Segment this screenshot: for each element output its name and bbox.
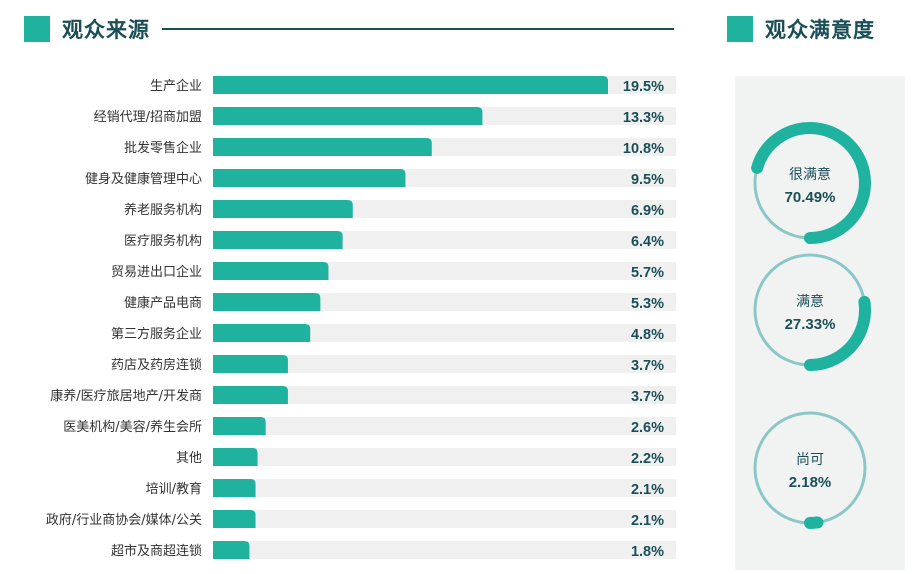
bar-track	[213, 448, 676, 466]
category-label: 批发零售企业	[124, 140, 202, 156]
value-label: 13.3%	[623, 110, 664, 126]
value-label: 19.5%	[623, 79, 664, 95]
value-label: 2.6%	[631, 420, 664, 436]
value-label: 9.5%	[631, 172, 664, 188]
category-label: 药店及药房连锁	[111, 357, 202, 373]
value-label: 2.1%	[631, 513, 664, 529]
donut-value-label: 2.18%	[789, 474, 832, 491]
donut-value-label: 27.33%	[785, 316, 836, 333]
value-label: 5.7%	[631, 265, 664, 281]
bar-track	[213, 355, 676, 373]
bar	[213, 324, 311, 342]
audience-satisfaction-title: 观众满意度	[765, 18, 875, 42]
bar	[213, 76, 608, 94]
value-label: 1.8%	[631, 544, 664, 560]
value-label: 2.2%	[631, 451, 664, 467]
header-square-icon	[24, 16, 50, 42]
category-label: 健身及健康管理中心	[85, 171, 202, 187]
category-label: 贸易进出口企业	[111, 264, 202, 280]
bar	[213, 169, 406, 187]
bar-track	[213, 541, 676, 559]
bar-track	[213, 293, 676, 311]
audience-source-bar-chart: 生产企业 19.5% 经销代理/招商加盟 13.3% 批发零售企业 10.8% 健身及健康管…	[46, 76, 676, 560]
satisfaction-panel: 很满意 70.49% 满意 27.33% 尚可 2.18%	[735, 76, 905, 570]
category-label: 健康产品电商	[124, 295, 202, 311]
header-square-icon	[727, 16, 753, 42]
bar-track	[213, 510, 676, 528]
donut-arc	[749, 122, 871, 244]
donut-category-label: 很满意	[789, 166, 831, 183]
donut-ring	[753, 411, 867, 525]
value-label: 5.3%	[631, 296, 664, 312]
bar-track	[213, 417, 676, 435]
category-label: 第三方服务企业	[111, 326, 202, 342]
category-label: 超市及商超连锁	[111, 543, 202, 559]
bar-track	[213, 479, 676, 497]
value-label: 6.9%	[631, 203, 664, 219]
bar-track	[213, 324, 676, 342]
bar	[213, 262, 329, 280]
bar-track	[213, 386, 676, 404]
category-label: 政府/行业商协会/媒体/公关	[46, 513, 202, 528]
category-label: 其他	[176, 451, 202, 466]
bar	[213, 479, 256, 497]
bar	[213, 355, 288, 373]
audience-satisfaction-header: 观众满意度	[727, 14, 914, 44]
donut-arc	[749, 407, 871, 529]
donut-category-label: 尚可	[796, 452, 824, 468]
value-label: 6.4%	[631, 234, 664, 250]
bar	[213, 541, 250, 559]
value-label: 3.7%	[631, 389, 664, 405]
value-label: 3.7%	[631, 358, 664, 374]
category-label: 医疗服务机构	[124, 233, 202, 249]
value-label: 4.8%	[631, 327, 664, 343]
donut-category-label: 满意	[796, 293, 824, 310]
audience-source-title: 观众来源	[62, 18, 150, 42]
category-label: 生产企业	[150, 78, 202, 94]
donut-arc	[749, 249, 871, 371]
bar	[213, 293, 321, 311]
category-label: 医美机构/美容/养生会所	[63, 419, 202, 435]
bar	[213, 138, 432, 156]
bar	[213, 107, 483, 125]
bar	[213, 231, 343, 249]
value-label: 2.1%	[631, 482, 664, 498]
category-label: 养老服务机构	[124, 202, 202, 218]
bar	[213, 200, 353, 218]
category-label: 康养/医疗旅居地产/开发商	[50, 388, 202, 404]
bar-track	[213, 262, 676, 280]
bar	[213, 510, 256, 528]
category-label: 培训/教育	[146, 481, 202, 497]
donut-value-label: 70.49%	[785, 189, 836, 206]
category-label: 经销代理/招商加盟	[94, 110, 202, 125]
audience-source-header: 观众来源	[24, 14, 674, 44]
satisfaction-donut-charts: 很满意 70.49% 满意 27.33% 尚可 2.18%	[749, 122, 871, 529]
bar	[213, 386, 288, 404]
header-divider	[162, 28, 674, 30]
value-label: 10.8%	[623, 141, 664, 157]
bar	[213, 448, 258, 466]
bar	[213, 417, 266, 435]
